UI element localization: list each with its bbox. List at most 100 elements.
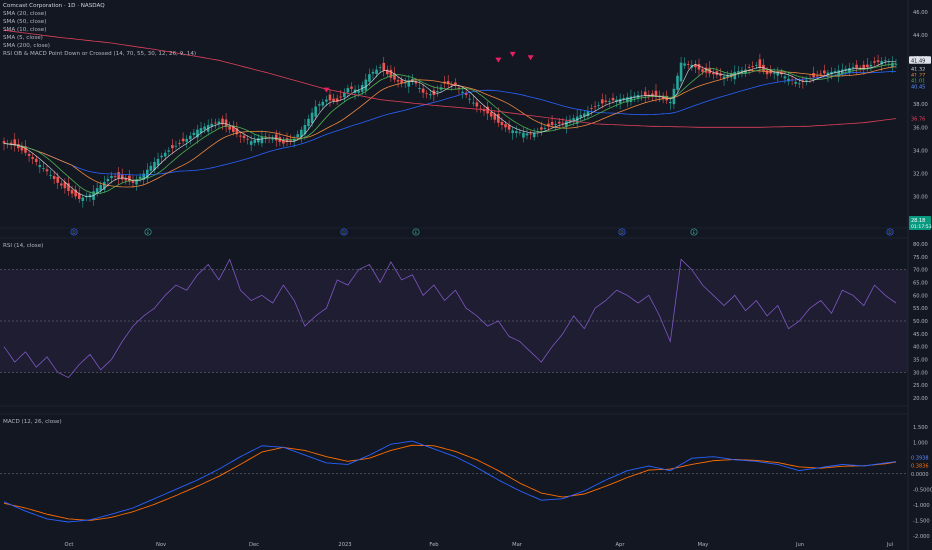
candle-body [199,128,203,134]
candle-body [529,133,532,135]
alert-triangle-icon [527,55,534,61]
candle-body [407,80,411,87]
candle-body [120,174,124,180]
time-axis[interactable]: Oct Nov Dec 2023 Feb Mar Apr May Jun Jul [65,542,894,548]
macd-value-label-bg [909,453,931,462]
rsi-pane[interactable] [0,258,908,378]
candle-body [303,125,307,135]
candle-body [425,93,429,95]
candle-body [364,79,368,91]
price-axis[interactable]: 46.0044.0042.0040.0038.0036.0034.0032.00… [909,10,932,540]
candle-body [479,108,482,110]
candle-body [239,135,242,137]
indicator-sma5[interactable]: SMA (5, close) [3,35,43,41]
indicator-sma20[interactable]: SMA (20, close) [3,11,47,17]
candle-body [325,99,328,102]
candle-body [862,64,866,70]
time-axis-tick: Mar [512,542,523,548]
indicator-sma200[interactable]: SMA (200, close) [3,43,50,49]
candle-body [511,130,514,134]
candle-body [145,169,149,179]
candle-body [626,97,629,103]
indicator-rsi-macd-alert[interactable]: RSI OB & MACD Point Down or Crossed (14,… [3,51,197,57]
candle-body [188,135,192,140]
candle-body [214,122,217,124]
macd-pane-label[interactable]: MACD (12, 26, close) [3,419,62,425]
rsi-pane-label[interactable]: RSI (14, close) [3,243,44,249]
candle-body [683,63,686,66]
macd-pane[interactable] [0,440,908,523]
rsi-line [3,258,897,378]
sma50-line [3,70,897,176]
candle-body [128,175,131,182]
candle-body [797,83,801,85]
price-pane[interactable] [2,29,898,208]
candle-body [787,78,790,82]
candle-body [715,71,719,75]
time-axis-tick: Oct [65,542,74,548]
last-price-label-bg [909,56,931,64]
candle-body [597,104,600,106]
candle-body [593,106,597,108]
price-axis-tick: 35.00 [913,358,928,364]
price-axis-tick: 30.00 [913,195,928,201]
candle-body [608,101,611,102]
candle-body [49,175,52,176]
candle-body [629,96,633,103]
candle-body [464,92,468,95]
candle-body [840,69,844,74]
candle-body [575,116,579,124]
candle-body [142,173,146,180]
candle-body [604,100,608,102]
event-marker [340,228,348,236]
candle-body [403,81,407,84]
candle-body [618,98,622,104]
indicator-sma10[interactable]: SMA (10, close) [3,27,47,33]
candle-body [532,132,536,138]
candle-body [95,188,99,194]
signal-value-label-bg [909,461,931,470]
price-axis-tick: 44.00 [913,33,928,39]
candle-body [643,91,647,96]
sma20-value-label: 41.27 [911,73,925,79]
candle-body [253,139,257,144]
candle-body [178,143,181,145]
candle-body [722,76,726,80]
candle-body [307,118,310,127]
candle-body [99,185,103,191]
candle-body [88,194,92,198]
candle-body [858,68,862,70]
candle-body [221,118,224,125]
candle-body [67,183,70,191]
indicator-sma50[interactable]: SMA (50, close) [3,19,47,25]
candle-body [557,121,561,124]
candle-body [590,108,593,109]
candle-body [31,157,34,159]
price-axis-tick: 55.00 [913,306,928,312]
candle-body [489,112,493,117]
candle-body [282,140,285,144]
price-axis-tick: -1.000 [913,503,930,509]
candle-body [679,62,683,82]
chart-legend: Comcast Corporation · 1D · NASDAQ SMA (2… [3,2,196,58]
candle-body [9,142,13,146]
price-axis-tick: 50.00 [913,319,928,325]
candle-body [819,73,823,75]
candle-body [296,134,300,138]
candle-body [830,71,833,75]
candle-body [754,64,758,66]
candle-body [726,74,729,78]
candle-body [386,69,389,75]
countdown-label: 01:17:53 [911,224,932,230]
candle-body [70,189,74,194]
candle-body [171,145,174,149]
candle-body [794,81,797,84]
candle-body [34,158,38,162]
time-axis-tick: 2023 [338,542,351,548]
candle-body [507,125,511,130]
candle-body [289,140,292,141]
candle-body [826,72,830,76]
candle-body [375,69,378,74]
